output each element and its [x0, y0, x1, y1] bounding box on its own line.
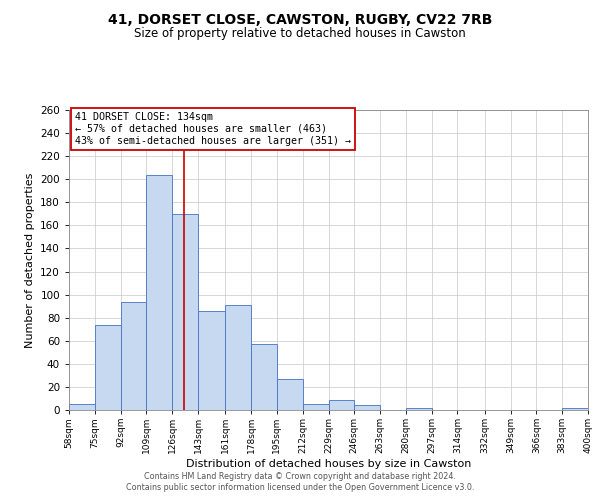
- Text: Contains public sector information licensed under the Open Government Licence v3: Contains public sector information licen…: [126, 484, 474, 492]
- Bar: [146, 174, 172, 410]
- Text: 41 DORSET CLOSE: 134sqm
← 57% of detached houses are smaller (463)
43% of semi-d: 41 DORSET CLOSE: 134sqm ← 57% of detache…: [75, 112, 351, 146]
- Bar: [251, 344, 277, 410]
- Text: 41, DORSET CLOSE, CAWSTON, RUGBY, CV22 7RB: 41, DORSET CLOSE, CAWSTON, RUGBY, CV22 7…: [108, 12, 492, 26]
- Bar: [198, 311, 226, 410]
- Bar: [172, 214, 198, 410]
- Bar: [226, 305, 251, 410]
- X-axis label: Distribution of detached houses by size in Cawston: Distribution of detached houses by size …: [186, 459, 471, 469]
- Bar: [121, 302, 146, 410]
- Bar: [354, 406, 380, 410]
- Bar: [95, 324, 121, 410]
- Text: Contains HM Land Registry data © Crown copyright and database right 2024.: Contains HM Land Registry data © Crown c…: [144, 472, 456, 481]
- Bar: [329, 400, 354, 410]
- Bar: [406, 408, 431, 410]
- Bar: [277, 379, 303, 410]
- Bar: [69, 404, 95, 410]
- Y-axis label: Number of detached properties: Number of detached properties: [25, 172, 35, 348]
- Text: Size of property relative to detached houses in Cawston: Size of property relative to detached ho…: [134, 28, 466, 40]
- Bar: [562, 408, 588, 410]
- Bar: [303, 404, 329, 410]
